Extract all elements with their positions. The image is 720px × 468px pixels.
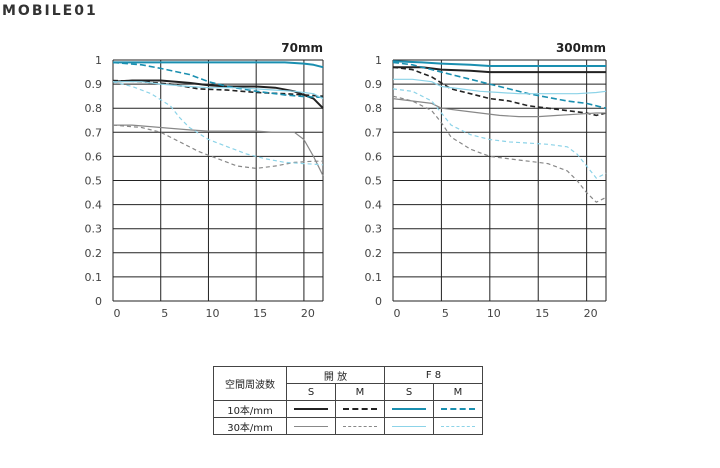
legend-swatch — [441, 425, 475, 427]
series-line-open_30_s — [392, 98, 606, 118]
y-tick-label: 0 — [375, 295, 382, 308]
y-tick-label: 0.8 — [365, 102, 383, 115]
legend-row-header: 空間周波数 — [213, 366, 287, 401]
x-tick-label: 20 — [301, 307, 315, 320]
x-tick-label: 5 — [161, 307, 168, 320]
y-tick-label: 0.4 — [365, 199, 383, 212]
site-logo: MOBILE01 — [0, 0, 120, 26]
series-line-open_10_s — [393, 66, 606, 74]
legend-swatch — [294, 425, 328, 427]
y-tick-label: 0.5 — [85, 175, 103, 188]
series-line-f8_10_m — [112, 61, 324, 99]
x-tick-label: 5 — [442, 307, 449, 320]
legend-row-label: 10本/mm — [213, 400, 287, 418]
series-line-f8_30_m — [112, 81, 324, 166]
legend-swatch — [343, 425, 377, 427]
legend-swatch — [392, 408, 426, 410]
series-line-f8_30_m — [392, 88, 607, 179]
y-tick-label: 0.2 — [365, 247, 383, 260]
y-tick-label: 0.7 — [365, 126, 383, 139]
y-tick-label: 0.1 — [85, 271, 103, 284]
series-line-open_10_m — [112, 79, 324, 97]
y-tick-label: 0.5 — [365, 175, 383, 188]
series-line-f8_10_m — [392, 61, 607, 109]
series-line-open_30_m — [112, 124, 323, 169]
chart-300mm: 00.10.20.30.40.50.60.70.80.910 5 10 15 20300… — [365, 41, 607, 320]
y-tick-label: 0.6 — [85, 150, 103, 163]
chart-title: 70mm — [281, 41, 323, 55]
y-tick-label: 1 — [375, 54, 382, 67]
y-tick-label: 0.9 — [85, 78, 103, 91]
site-logo-text: MOBILE01 — [2, 3, 98, 19]
legend-swatch — [343, 408, 377, 410]
legend-swatch — [294, 408, 328, 410]
chart-70mm: 00.10.20.30.40.50.60.70.80.910 5 10 15 2070m… — [85, 41, 324, 320]
series-line-open_10_m — [392, 66, 607, 117]
x-tick-label: 15 — [535, 307, 549, 320]
legend-col-open-m: M — [335, 383, 385, 401]
series-line-f8_30_s — [113, 81, 324, 100]
legend-swatch — [441, 408, 475, 410]
y-tick-label: 0.8 — [85, 102, 103, 115]
series-line-f8_10_s — [113, 61, 324, 69]
y-tick-label: 0 — [95, 295, 102, 308]
y-tick-label: 0.3 — [85, 223, 103, 236]
legend-col-open-s: S — [286, 383, 336, 401]
x-tick-label: 10 — [487, 307, 501, 320]
x-tick-label: 15 — [253, 307, 267, 320]
y-tick-label: 1 — [95, 54, 102, 67]
y-tick-label: 0.2 — [85, 247, 103, 260]
series-line-f8_10_s — [392, 60, 606, 67]
y-tick-label: 0.7 — [85, 126, 103, 139]
x-tick-label: 10 — [205, 307, 219, 320]
legend-row-30: 30本/mm — [213, 417, 483, 435]
legend-swatch — [392, 425, 426, 427]
x-tick-label: 0 — [394, 307, 401, 320]
y-tick-label: 0.3 — [365, 223, 383, 236]
y-tick-label: 0.4 — [85, 199, 103, 212]
legend-table: 空間周波数 開 放 F 8 S M S M 10本/mm 30本/mm — [213, 366, 483, 435]
chart-title: 300mm — [556, 41, 606, 55]
series-line-f8_30_s — [393, 78, 607, 95]
legend-row-label: 30本/mm — [213, 417, 287, 435]
series-line-open_30_s — [113, 124, 324, 176]
y-tick-label: 0.6 — [365, 150, 383, 163]
legend-group-f8: F 8 — [384, 366, 483, 384]
legend-row-10: 10本/mm — [213, 400, 483, 418]
y-tick-label: 0.9 — [365, 78, 383, 91]
x-tick-label: 20 — [584, 307, 598, 320]
legend-col-f8-m: M — [433, 383, 483, 401]
y-tick-label: 0.1 — [365, 271, 383, 284]
legend-group-open: 開 放 — [286, 366, 385, 384]
x-tick-label: 0 — [114, 307, 121, 320]
legend-col-f8-s: S — [384, 383, 434, 401]
